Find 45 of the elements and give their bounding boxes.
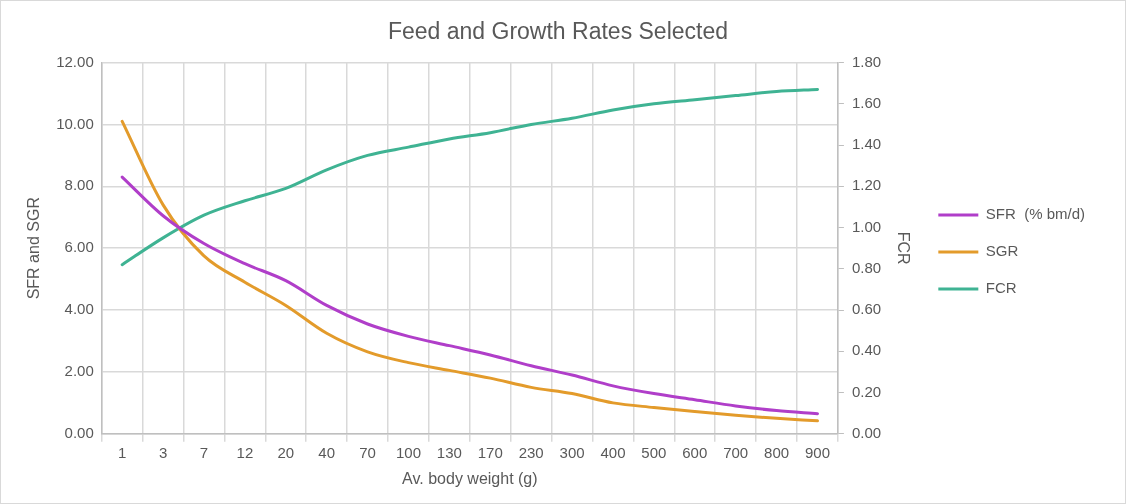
y2-tick-label: 0.80 (851, 258, 882, 276)
y2-tick-label: 0.60 (851, 300, 882, 318)
y-tick-label: 10.00 (56, 114, 94, 132)
x-tick-label: 3 (158, 443, 168, 461)
x-tick-label: 300 (559, 443, 585, 461)
y2-tick-label: 0.40 (851, 341, 882, 359)
x-tick-label: 70 (359, 443, 376, 461)
y-tick-label: 12.00 (56, 52, 94, 70)
line-series (120, 119, 819, 423)
legend-label: SGR (985, 242, 1019, 260)
x-tick-label: 170 (477, 443, 503, 461)
x-tick-label: 1 (118, 443, 127, 461)
line-series (120, 87, 819, 267)
legend-label: FCR (985, 279, 1017, 297)
y-tick-label: 6.00 (64, 238, 94, 256)
x-tick-label: 800 (764, 443, 790, 461)
x-tick-label: 400 (600, 443, 626, 461)
x-tick-label: 7 (199, 443, 209, 461)
x-tick-label: 130 (436, 443, 462, 461)
legend-label: SFR (% bm/d) (985, 205, 1086, 223)
x-tick-label: 20 (277, 443, 295, 461)
line-series (120, 175, 819, 416)
y2-tick-label: 0.00 (851, 423, 882, 441)
x-tick-label: 700 (723, 443, 749, 461)
y2-tick-label: 0.20 (851, 382, 882, 400)
x-tick-label: 230 (518, 443, 544, 461)
y2-tick-label: 1.60 (851, 93, 882, 111)
x-axis-title: Av. body weight (g) (402, 469, 538, 487)
y2-tick-label: 1.00 (851, 217, 882, 235)
x-tick-label: 500 (641, 443, 667, 461)
y2-tick-label: 1.40 (851, 135, 882, 153)
y2-tick-label: 1.80 (851, 52, 882, 70)
x-tick-label: 12 (236, 443, 254, 461)
x-tick-label: 900 (804, 443, 830, 461)
y-tick-label: 8.00 (64, 176, 94, 194)
x-tick-label: 100 (395, 443, 421, 461)
y-tick-label: 4.00 (64, 300, 94, 318)
y2-tick-label: 1.20 (851, 176, 882, 194)
y2-axis-title: FCR (895, 231, 913, 265)
y-tick-label: 2.00 (64, 362, 94, 380)
x-tick-label: 600 (682, 443, 708, 461)
chart-title: Feed and Growth Rates Selected (387, 18, 729, 45)
x-tick-label: 40 (318, 443, 336, 461)
y-axis-title: SFR and SGR (25, 197, 43, 300)
y-tick-label: 0.00 (64, 423, 94, 441)
